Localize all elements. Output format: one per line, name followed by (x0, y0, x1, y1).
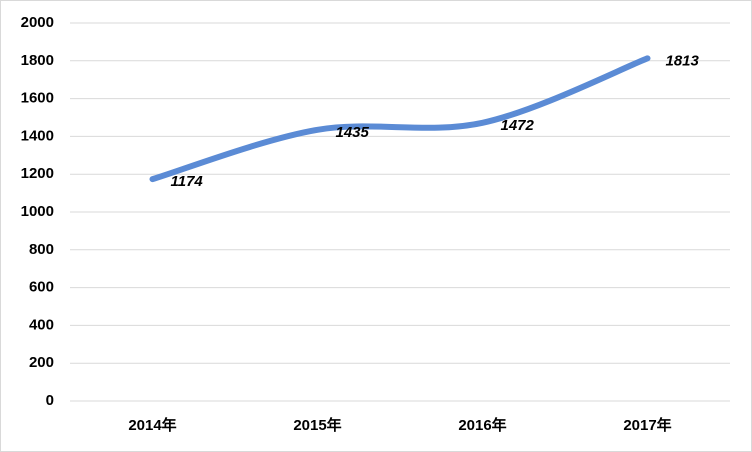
y-tick-label: 1200 (21, 165, 54, 182)
data-label: 1813 (666, 52, 700, 69)
y-tick-label: 400 (29, 316, 54, 333)
data-label: 1435 (336, 124, 370, 141)
line (149, 55, 651, 183)
y-tick-label: 0 (46, 392, 54, 409)
data-label: 1174 (171, 173, 204, 190)
x-tick-label: 2014年 (128, 416, 176, 434)
x-tick-label: 2016年 (458, 416, 506, 434)
y-tick-label: 1000 (21, 203, 54, 220)
x-tick-label: 2015年 (293, 416, 341, 434)
y-tick-label: 600 (29, 279, 54, 296)
y-tick-label: 2000 (21, 14, 54, 31)
y-tick-label: 800 (29, 241, 54, 258)
y-tick-label: 1800 (21, 52, 54, 69)
x-tick-label: 2017年 (623, 416, 671, 434)
y-tick-label: 200 (29, 354, 54, 371)
y-tick-label: 1400 (21, 127, 54, 144)
data-label: 1472 (501, 117, 535, 134)
y-tick-label: 1600 (21, 90, 54, 107)
